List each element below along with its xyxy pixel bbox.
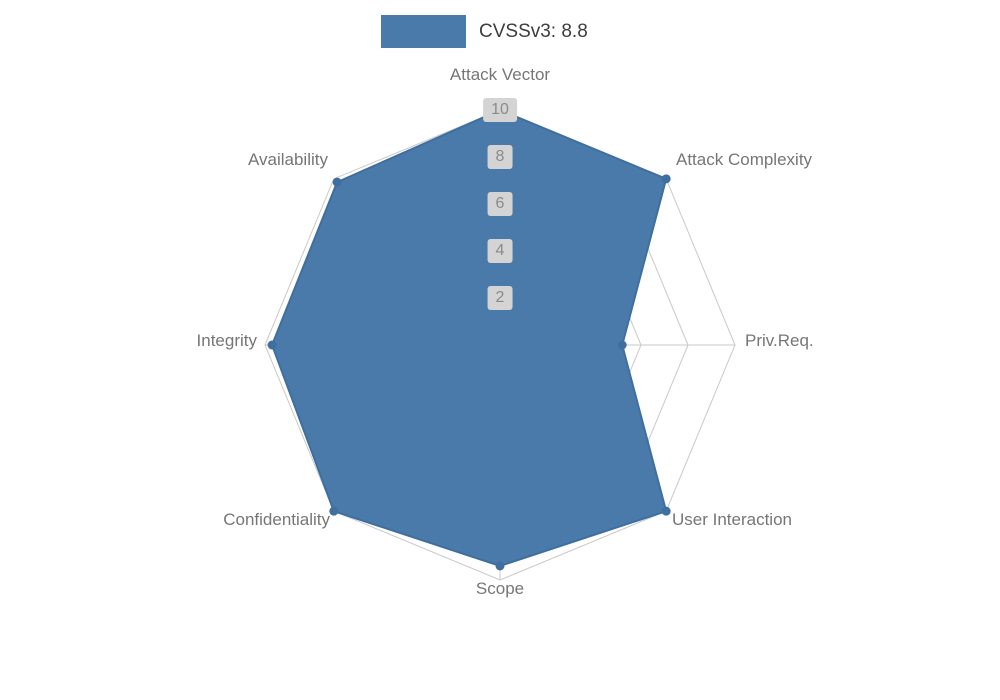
axis-label-attack-vector: Attack Vector: [449, 65, 551, 84]
legend[interactable]: CVSSv3: 8.8: [381, 15, 588, 48]
radial-tick-4: 4: [487, 239, 513, 263]
legend-swatch: [381, 15, 466, 48]
axis-label-scope: Scope: [475, 579, 525, 598]
axis-label-attack-complexity: Attack Complexity: [676, 150, 813, 169]
radial-tick-8: 8: [487, 145, 513, 169]
axis-label-confidentiality: Confidentiality: [223, 510, 330, 529]
axis-label-user-interaction: User Interaction: [672, 510, 792, 529]
axis-label-availability: Availability: [247, 150, 328, 169]
axis-label-priv-req: Priv.Req.: [745, 331, 814, 350]
radial-tick-2: 2: [487, 286, 513, 310]
radial-tick-6: 6: [487, 192, 513, 216]
legend-label: CVSSv3: 8.8: [479, 20, 588, 42]
axis-label-integrity: Integrity: [196, 331, 257, 350]
radial-tick-10: 10: [483, 98, 517, 122]
